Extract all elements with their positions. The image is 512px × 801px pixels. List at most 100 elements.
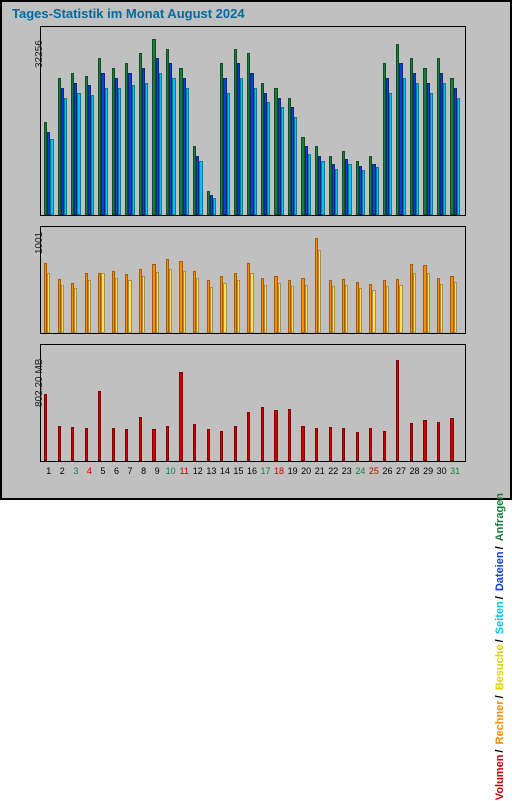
x-tick: 17 — [259, 466, 273, 476]
bar-seiten — [118, 88, 121, 215]
y-label-3: 802.20 MB — [34, 359, 45, 407]
bar-volumen — [112, 428, 115, 461]
x-tick: 1 — [42, 466, 56, 476]
bar-volumen — [423, 420, 426, 461]
bar-seiten — [308, 154, 311, 215]
bar-volumen — [179, 372, 182, 461]
bar-volumen — [356, 432, 359, 461]
bar-besuche — [386, 286, 389, 333]
x-tick: 11 — [177, 466, 191, 476]
x-tick: 16 — [245, 466, 259, 476]
y-label-2: 1001 — [34, 232, 45, 254]
x-tick: 27 — [394, 466, 408, 476]
y-label-1: 32256 — [34, 40, 45, 68]
x-tick: 13 — [205, 466, 219, 476]
x-tick: 23 — [340, 466, 354, 476]
legend-volumen: Volumen — [494, 754, 506, 801]
bar-seiten — [348, 164, 351, 215]
bar-besuche — [318, 250, 321, 333]
bar-besuche — [345, 285, 348, 333]
bar-volumen — [301, 426, 304, 461]
bar-volumen — [261, 407, 264, 461]
bar-volumen — [329, 427, 332, 461]
bar-besuche — [278, 283, 281, 333]
bar-volumen — [139, 417, 142, 461]
chart-title: Tages-Statistik im Monat August 2024 — [12, 6, 245, 21]
x-tick: 22 — [327, 466, 341, 476]
bar-seiten — [457, 98, 460, 215]
bar-volumen — [396, 360, 399, 461]
bar-seiten — [77, 93, 80, 215]
bar-besuche — [250, 273, 253, 334]
panel-visits — [40, 226, 466, 334]
x-tick: 25 — [367, 466, 381, 476]
bar-besuche — [156, 272, 159, 333]
bar-volumen — [166, 426, 169, 461]
bar-besuche — [210, 287, 213, 333]
bar-volumen — [288, 409, 291, 461]
bar-besuche — [332, 286, 335, 333]
x-tick: 24 — [354, 466, 368, 476]
x-tick: 21 — [313, 466, 327, 476]
x-tick: 4 — [83, 466, 97, 476]
bar-besuche — [74, 288, 77, 333]
x-tick: 30 — [435, 466, 449, 476]
bar-volumen — [369, 428, 372, 461]
x-tick: 2 — [56, 466, 70, 476]
x-tick: 10 — [164, 466, 178, 476]
bar-volumen — [450, 418, 453, 461]
bar-seiten — [186, 88, 189, 215]
bar-seiten — [105, 88, 108, 215]
bar-seiten — [199, 161, 202, 215]
bar-seiten — [335, 169, 338, 216]
bar-volumen — [125, 429, 128, 461]
bar-besuche — [440, 284, 443, 333]
x-tick: 5 — [96, 466, 110, 476]
bar-seiten — [227, 93, 230, 215]
x-tick: 14 — [218, 466, 232, 476]
legend-rechner: Rechner — [494, 699, 506, 745]
bar-seiten — [430, 93, 433, 215]
stats-chart: Tages-Statistik im Monat August 2024 322… — [0, 0, 512, 500]
x-tick: 18 — [272, 466, 286, 476]
bar-besuche — [264, 285, 267, 333]
bar-volumen — [410, 423, 413, 461]
bar-seiten — [91, 95, 94, 215]
bar-volumen — [152, 429, 155, 461]
x-tick: 31 — [448, 466, 462, 476]
bar-volumen — [274, 410, 277, 461]
bar-besuche — [454, 282, 457, 333]
bar-seiten — [376, 167, 379, 215]
bar-seiten — [416, 83, 419, 215]
bar-volumen — [85, 428, 88, 461]
bar-besuche — [359, 288, 362, 333]
x-tick: 15 — [232, 466, 246, 476]
bar-seiten — [389, 93, 392, 215]
bar-besuche — [427, 273, 430, 333]
bar-volumen — [58, 426, 61, 461]
bar-seiten — [64, 98, 67, 215]
bar-seiten — [321, 161, 324, 215]
x-tick: 20 — [299, 466, 313, 476]
bar-seiten — [145, 83, 148, 215]
bar-volumen — [342, 428, 345, 461]
bar-volumen — [71, 427, 74, 461]
x-tick: 3 — [69, 466, 83, 476]
bar-besuche — [115, 278, 118, 333]
bar-besuche — [88, 280, 91, 333]
panel-volume — [40, 344, 466, 462]
x-tick: 28 — [408, 466, 422, 476]
bar-besuche — [169, 269, 172, 333]
legend-seiten: Seiten — [494, 600, 506, 635]
bar-volumen — [315, 428, 318, 461]
bar-seiten — [254, 88, 257, 215]
bar-besuche — [61, 285, 64, 333]
bar-seiten — [172, 78, 175, 215]
bar-seiten — [213, 198, 216, 215]
bar-seiten — [281, 107, 284, 215]
bar-seiten — [403, 78, 406, 215]
bar-besuche — [101, 273, 104, 334]
bar-besuche — [413, 273, 416, 334]
bar-volumen — [207, 429, 210, 461]
x-axis: 1234567891011121314151617181920212223242… — [40, 464, 466, 480]
